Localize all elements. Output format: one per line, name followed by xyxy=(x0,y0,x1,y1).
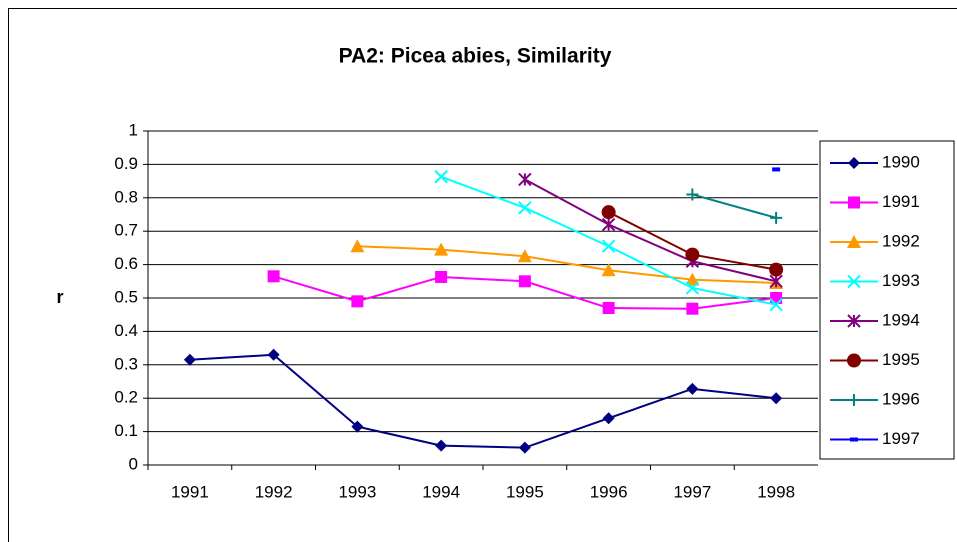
legend-label: 1993 xyxy=(882,271,920,290)
marker xyxy=(770,292,783,304)
marker xyxy=(518,201,532,215)
y-tick-label: 0.2 xyxy=(114,388,138,407)
marker xyxy=(518,275,531,288)
marker xyxy=(847,235,861,248)
marker xyxy=(686,188,699,201)
legend: 1990 1991 1992 1993 1994 1995 1996 1997 xyxy=(819,140,955,460)
marker xyxy=(686,302,699,315)
marker xyxy=(601,239,616,253)
series-line xyxy=(692,193,777,219)
marker xyxy=(351,420,364,433)
marker xyxy=(769,262,784,277)
marker xyxy=(847,274,861,289)
x-tick-label: 1996 xyxy=(590,482,628,501)
y-axis-label: r xyxy=(56,287,63,307)
marker xyxy=(435,270,448,283)
y-tick-label: 0.8 xyxy=(114,187,138,206)
x-tick-label: 1993 xyxy=(338,482,376,501)
marker xyxy=(601,217,616,232)
marker xyxy=(686,382,699,395)
marker xyxy=(518,441,531,454)
marker xyxy=(847,353,861,368)
marker xyxy=(685,247,700,262)
marker xyxy=(434,170,448,184)
marker xyxy=(435,439,448,452)
marker xyxy=(351,295,364,308)
marker xyxy=(769,297,783,312)
marker xyxy=(267,348,280,361)
y-tick-label: 0.9 xyxy=(114,154,138,173)
series-line xyxy=(524,178,777,283)
x-tick-label: 1995 xyxy=(506,482,544,501)
marker xyxy=(183,353,196,366)
chart-title: PA2: Picea abies, Similarity xyxy=(339,45,612,68)
marker xyxy=(434,242,449,256)
legend-label: 1991 xyxy=(882,192,920,211)
marker xyxy=(847,314,861,328)
x-tick-label: 1991 xyxy=(171,482,209,501)
marker xyxy=(850,437,858,442)
marker xyxy=(769,274,783,289)
legend-label: 1997 xyxy=(882,429,920,448)
marker xyxy=(685,272,700,286)
y-tick-label: 0.5 xyxy=(114,287,138,306)
y-tick-label: 0.3 xyxy=(114,354,138,373)
y-tick-label: 0.6 xyxy=(114,254,138,273)
marker xyxy=(602,302,615,315)
y-tick-label: 0.4 xyxy=(114,321,138,340)
marker xyxy=(350,239,365,253)
marker xyxy=(267,270,280,283)
marker xyxy=(770,211,783,224)
marker xyxy=(517,249,532,263)
y-tick-label: 0 xyxy=(129,454,138,473)
legend-box xyxy=(819,140,955,460)
marker xyxy=(685,281,700,295)
marker xyxy=(601,263,616,277)
marker xyxy=(601,205,616,220)
x-tick-label: 1994 xyxy=(422,482,460,501)
legend-label: 1996 xyxy=(882,389,920,408)
legend-label: 1992 xyxy=(882,231,920,250)
chart-frame xyxy=(8,8,957,542)
y-tick-label: 0.1 xyxy=(114,421,138,440)
marker xyxy=(848,196,860,209)
legend-label: 1990 xyxy=(882,152,920,171)
marker xyxy=(848,394,860,406)
x-tick-label: 1997 xyxy=(673,482,711,501)
marker xyxy=(848,157,860,169)
marker xyxy=(772,167,781,172)
marker xyxy=(770,392,783,405)
legend-label: 1994 xyxy=(882,310,920,329)
marker xyxy=(518,172,532,187)
series-line xyxy=(189,353,777,449)
y-tick-label: 1 xyxy=(129,120,138,139)
x-tick-label: 1992 xyxy=(255,482,293,501)
series-line xyxy=(357,245,777,284)
marker xyxy=(602,412,615,425)
x-tick-label: 1998 xyxy=(757,482,795,501)
legend-label: 1995 xyxy=(882,350,920,369)
y-tick-label: 0.7 xyxy=(114,221,138,240)
